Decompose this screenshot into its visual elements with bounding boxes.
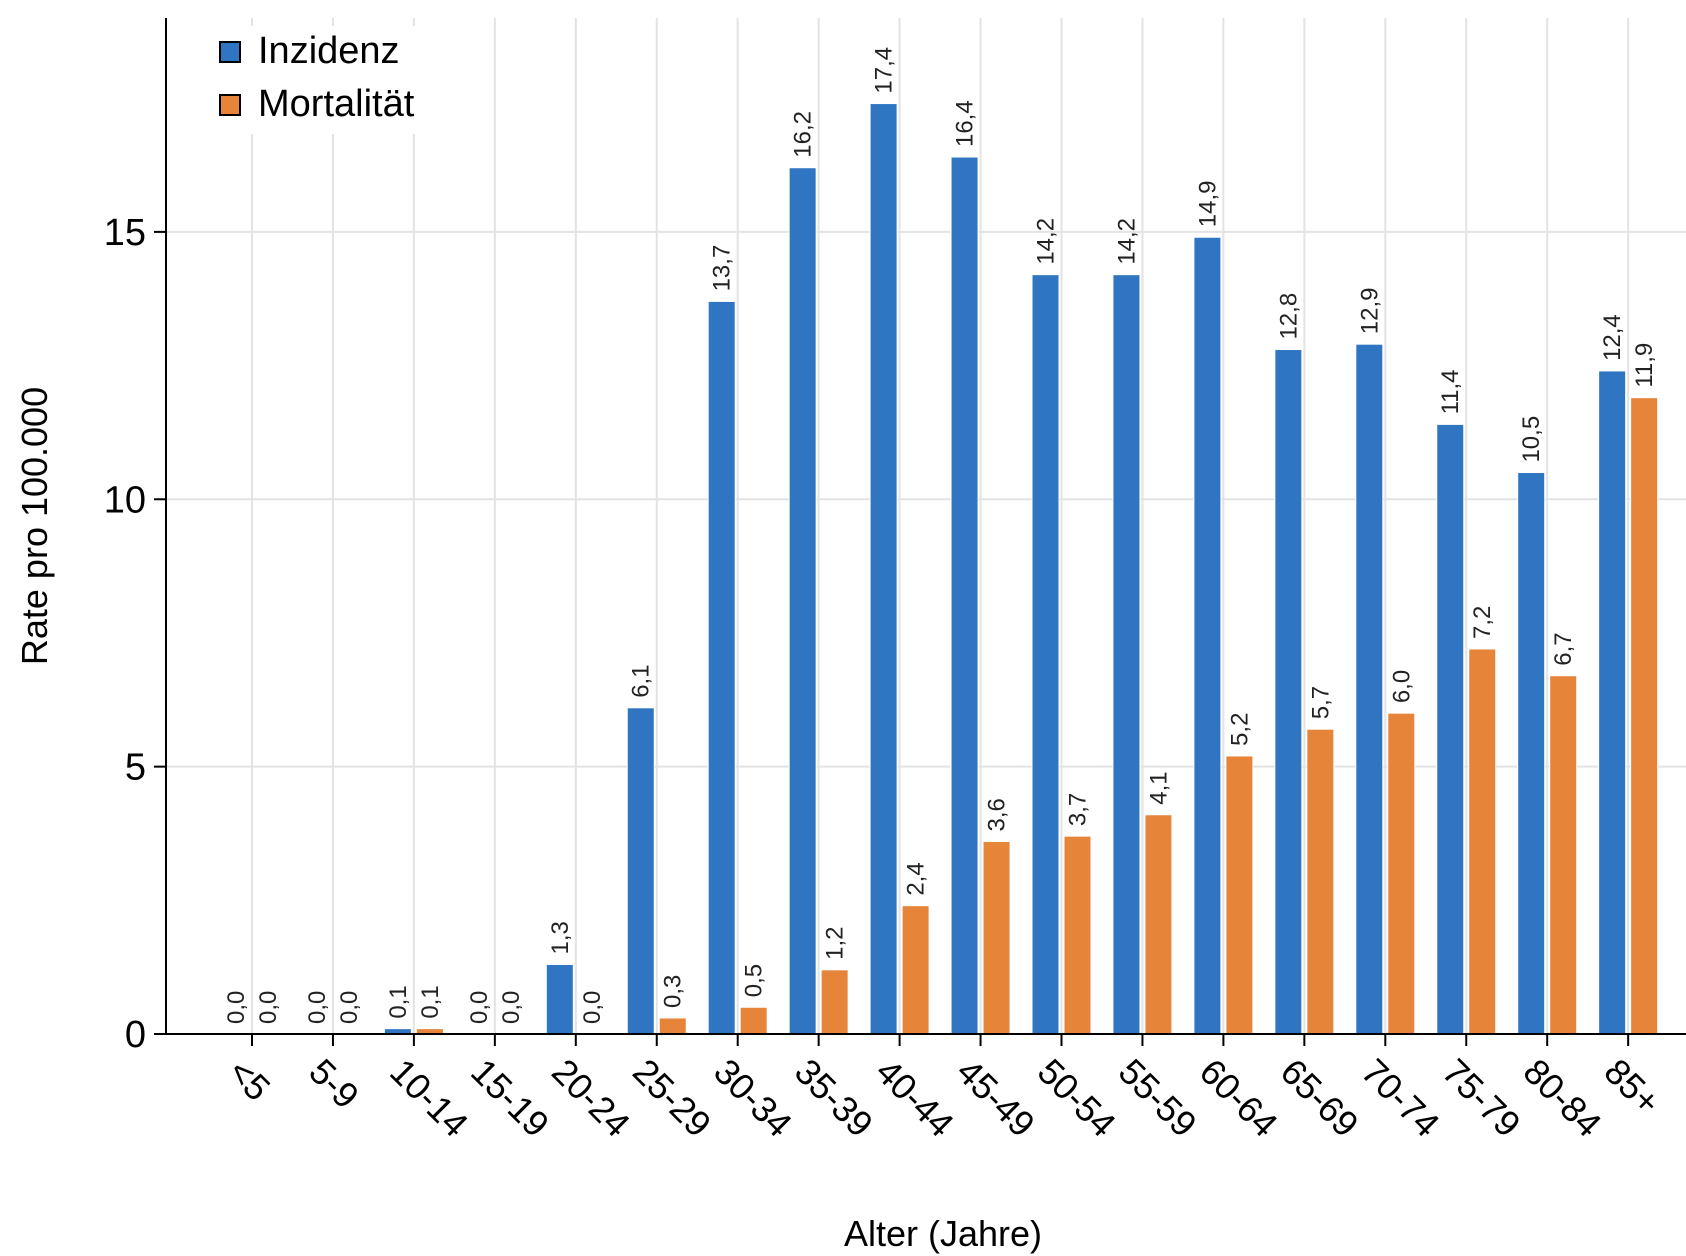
bar-mortalität-9 — [982, 840, 1011, 1035]
bar-inzidenz-17 — [1598, 370, 1627, 1035]
bar-mortalität-17 — [1630, 397, 1659, 1035]
y-tick-label: 10 — [104, 479, 146, 521]
bar-inzidenz-4 — [545, 963, 574, 1035]
data-label: 0,0 — [579, 991, 606, 1024]
data-label: 2,4 — [903, 862, 930, 895]
x-tick-label: 30-34 — [706, 1051, 800, 1145]
bar-mortalität-13 — [1306, 728, 1335, 1035]
data-label: 0,1 — [417, 985, 444, 1018]
bar-inzidenz-16 — [1517, 472, 1546, 1035]
bar-mortalität-10 — [1063, 835, 1092, 1035]
data-label: 17,4 — [871, 47, 898, 94]
bar-mortalität-15 — [1468, 648, 1497, 1035]
x-tick-label: 10-14 — [382, 1051, 476, 1145]
data-label: 12,8 — [1275, 293, 1302, 340]
x-tick-label: 50-54 — [1030, 1051, 1124, 1145]
data-label: 14,2 — [1113, 218, 1140, 265]
data-label: 12,4 — [1599, 314, 1626, 361]
data-label: 4,1 — [1145, 771, 1172, 804]
data-label: 0,1 — [385, 985, 412, 1018]
x-tick-label: 65-69 — [1273, 1051, 1367, 1145]
data-label: 6,7 — [1550, 632, 1577, 665]
x-tick-label: 45-49 — [949, 1051, 1043, 1145]
data-label: 12,9 — [1356, 287, 1383, 334]
bar-inzidenz-14 — [1355, 343, 1384, 1035]
x-tick-label: 25-29 — [625, 1051, 719, 1145]
data-label: 5,7 — [1307, 686, 1334, 719]
data-label: 0,3 — [660, 975, 687, 1008]
data-label: 0,0 — [336, 991, 363, 1024]
x-tick-label: 35-39 — [787, 1051, 881, 1145]
data-label: 0,0 — [498, 991, 525, 1024]
bar-inzidenz-6 — [707, 300, 736, 1035]
y-axis-title: Rate pro 100.000 — [14, 387, 55, 665]
y-tick-label: 0 — [125, 1014, 146, 1056]
data-label: 11,9 — [1631, 343, 1658, 388]
bar-inzidenz-15 — [1436, 423, 1465, 1035]
data-label: 14,2 — [1033, 218, 1060, 265]
x-tick-label: 85+ — [1596, 1051, 1668, 1123]
data-label: 3,6 — [984, 798, 1011, 831]
data-label: 1,3 — [547, 921, 574, 954]
legend-label: Mortalität — [258, 83, 415, 125]
bar-inzidenz-11 — [1112, 274, 1141, 1035]
data-label: 13,7 — [709, 245, 736, 292]
x-tick-label: 60-64 — [1192, 1051, 1286, 1145]
data-label: 10,5 — [1518, 416, 1545, 463]
data-label: 3,7 — [1065, 793, 1092, 826]
x-tick-label: 55-59 — [1111, 1051, 1205, 1145]
x-tick-label: 20-24 — [544, 1051, 638, 1145]
x-tick-label: 80-84 — [1516, 1051, 1610, 1145]
data-label: 0,0 — [466, 991, 493, 1024]
bar-inzidenz-12 — [1193, 236, 1222, 1035]
data-label: 1,2 — [822, 926, 849, 959]
bar-mortalität-7 — [820, 969, 849, 1035]
data-label: 6,0 — [1388, 670, 1415, 703]
data-label: 16,4 — [952, 100, 979, 147]
data-label: 0,5 — [741, 964, 768, 997]
x-tick-label: 40-44 — [868, 1051, 962, 1145]
bar-mortalität-8 — [901, 905, 930, 1035]
x-tick-label: 5-9 — [301, 1051, 367, 1117]
data-label: 14,9 — [1194, 181, 1221, 228]
legend-swatch-inzidenz — [219, 41, 241, 63]
x-tick-label: <5 — [220, 1051, 278, 1109]
x-tick-label: 15-19 — [463, 1051, 557, 1145]
bar-inzidenz-5 — [626, 707, 655, 1035]
data-label: 7,2 — [1469, 606, 1496, 639]
data-label: 0,0 — [223, 991, 250, 1024]
bar-inzidenz-7 — [788, 167, 817, 1035]
bar-mortalität-14 — [1387, 712, 1416, 1035]
data-label: 5,2 — [1226, 713, 1253, 746]
y-tick-label: 5 — [125, 747, 146, 789]
data-label: 16,2 — [790, 111, 817, 158]
bar-inzidenz-8 — [869, 103, 898, 1035]
bar-mortalität-12 — [1225, 755, 1254, 1035]
bar-inzidenz-9 — [950, 156, 979, 1035]
y-tick-label: 15 — [104, 212, 146, 254]
x-tick-label: 75-79 — [1435, 1051, 1529, 1145]
bar-mortalität-6 — [739, 1006, 768, 1035]
data-label: 11,4 — [1437, 369, 1464, 414]
bar-inzidenz-10 — [1031, 274, 1060, 1035]
data-label: 0,0 — [304, 991, 331, 1024]
bar-mortalität-5 — [658, 1017, 687, 1035]
legend-swatch-mortalität — [219, 94, 241, 116]
bar-inzidenz-13 — [1274, 349, 1303, 1035]
x-tick-label: 70-74 — [1354, 1051, 1448, 1145]
data-label: 6,1 — [628, 664, 655, 697]
x-axis-title: Alter (Jahre) — [844, 1213, 1042, 1254]
data-label: 0,0 — [255, 991, 282, 1024]
legend-label: Inzidenz — [258, 30, 400, 72]
bar-mortalität-16 — [1549, 675, 1578, 1035]
bar-mortalität-11 — [1144, 814, 1173, 1035]
